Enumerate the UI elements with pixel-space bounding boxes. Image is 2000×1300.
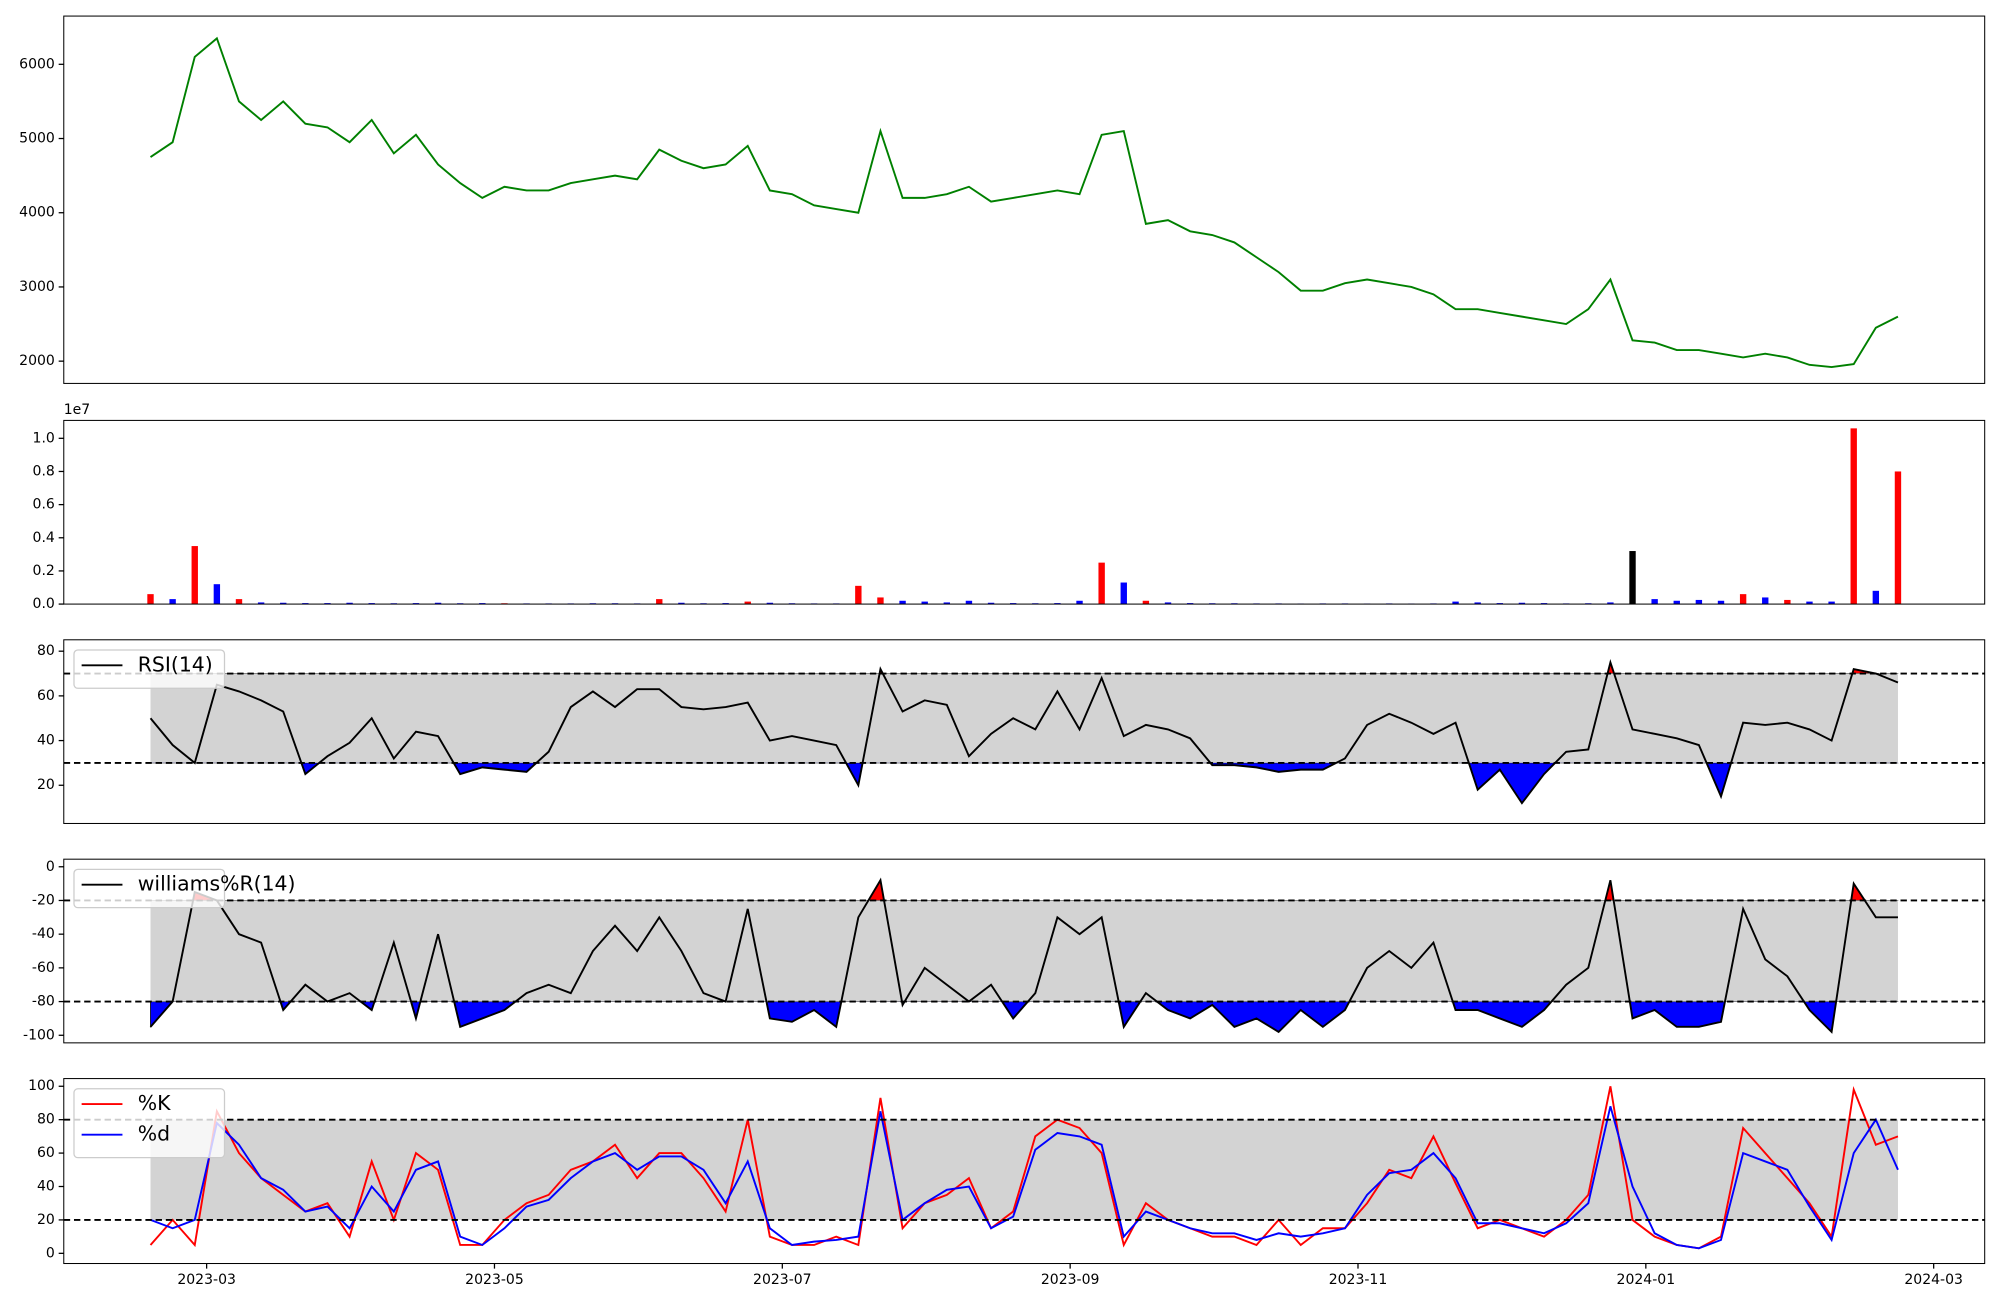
bar xyxy=(877,597,884,605)
bar xyxy=(965,600,973,605)
bar xyxy=(1076,600,1083,605)
panel-frame xyxy=(63,15,1986,384)
bar xyxy=(1120,582,1127,605)
x-tick-label: 2023-11 xyxy=(1329,1272,1388,1288)
bar xyxy=(1762,597,1769,605)
panel-frame xyxy=(63,639,1986,824)
bar xyxy=(1098,562,1105,605)
x-tick-label: 2023-03 xyxy=(177,1272,236,1288)
bar xyxy=(434,602,442,605)
bar xyxy=(1894,471,1902,605)
bar xyxy=(943,602,951,605)
band-fill xyxy=(150,900,1898,1002)
bar xyxy=(1695,599,1703,605)
bar xyxy=(899,600,906,605)
x-tick-label: 2023-05 xyxy=(465,1272,524,1288)
legend-box xyxy=(73,1088,226,1159)
y-tick-label: 60 xyxy=(37,1145,55,1161)
bar xyxy=(280,602,287,605)
legend-label: %K xyxy=(138,1091,171,1115)
bar xyxy=(169,599,176,605)
bar xyxy=(678,602,685,605)
panel-frame xyxy=(63,419,1986,605)
y-tick-label: 0.8 xyxy=(33,463,55,479)
series-line xyxy=(150,1106,1899,1250)
bar xyxy=(744,601,751,605)
bar xyxy=(213,584,221,605)
legend-label: williams%R(14) xyxy=(138,872,296,896)
bar xyxy=(257,602,265,605)
y-tick-label: 20 xyxy=(37,1212,55,1228)
bar xyxy=(921,601,928,605)
series-line xyxy=(149,36,1899,369)
band-fill xyxy=(150,673,1898,763)
bar xyxy=(1651,599,1658,605)
bar xyxy=(147,594,154,605)
y-tick-label: 80 xyxy=(37,643,55,659)
bar xyxy=(1452,601,1459,605)
bar xyxy=(1739,594,1747,605)
y-tick-label: 20 xyxy=(37,777,55,793)
series-line xyxy=(149,658,1899,805)
legend-box xyxy=(73,649,226,689)
y-tick-label: 0 xyxy=(46,859,55,875)
y-tick-label: 2000 xyxy=(19,353,55,369)
bar xyxy=(235,599,243,605)
y-tick-label: -80 xyxy=(32,994,55,1010)
x-tick-label: 2024-01 xyxy=(1617,1272,1676,1288)
legend-label: RSI(14) xyxy=(138,652,213,676)
x-tick-label: 2024-03 xyxy=(1904,1272,1963,1288)
bar xyxy=(1673,600,1680,605)
y-tick-label: 5000 xyxy=(19,131,55,147)
panel-frame xyxy=(63,1078,1986,1265)
y-tick-label: -100 xyxy=(23,1027,55,1043)
bar xyxy=(1474,602,1481,605)
y-tick-label: 6000 xyxy=(19,56,55,72)
bar xyxy=(1518,602,1526,605)
series-line xyxy=(149,877,1898,1034)
bar xyxy=(1629,551,1636,605)
y-tick-label: 0.2 xyxy=(33,563,55,579)
bar xyxy=(656,599,663,605)
bar xyxy=(1717,600,1725,605)
bar xyxy=(1806,601,1813,605)
bar xyxy=(1142,600,1150,605)
y-tick-label: -20 xyxy=(32,892,55,908)
bar xyxy=(346,602,353,605)
y-tick-label: 40 xyxy=(37,733,55,749)
x-tick-label: 2023-09 xyxy=(1041,1272,1100,1288)
y-tick-label: 100 xyxy=(28,1078,55,1094)
bar xyxy=(191,546,198,605)
y-tick-label: 0.6 xyxy=(33,497,55,513)
y-tick-label: 0.0 xyxy=(33,596,55,612)
y-tick-label: 1.0 xyxy=(33,430,55,446)
y-tick-label: 80 xyxy=(37,1112,55,1128)
legend-box xyxy=(73,868,226,909)
y-tick-label: 3000 xyxy=(19,279,55,295)
y-tick-label: 4000 xyxy=(19,205,55,221)
x-tick-label: 2023-07 xyxy=(753,1272,812,1288)
y-tick-label: 60 xyxy=(37,688,55,704)
bar xyxy=(855,585,862,605)
y-tick-label: -60 xyxy=(32,960,55,976)
offset-label: 1e7 xyxy=(64,402,90,418)
bar xyxy=(1828,601,1835,605)
panel-frame xyxy=(63,858,1986,1044)
legend-label: %d xyxy=(138,1122,170,1146)
bar xyxy=(987,602,995,605)
bar xyxy=(1784,599,1791,605)
band-fill xyxy=(150,1119,1898,1220)
bar xyxy=(766,602,774,605)
y-tick-label: 0.4 xyxy=(33,530,55,546)
bar xyxy=(1164,602,1172,605)
bar xyxy=(1850,428,1857,605)
y-tick-label: 0 xyxy=(46,1245,55,1261)
series-line xyxy=(149,1085,1899,1250)
y-tick-label: -40 xyxy=(32,926,55,942)
below-fill xyxy=(150,762,1899,804)
bar xyxy=(1872,590,1880,605)
y-tick-label: 40 xyxy=(37,1179,55,1195)
bar xyxy=(1607,602,1614,605)
